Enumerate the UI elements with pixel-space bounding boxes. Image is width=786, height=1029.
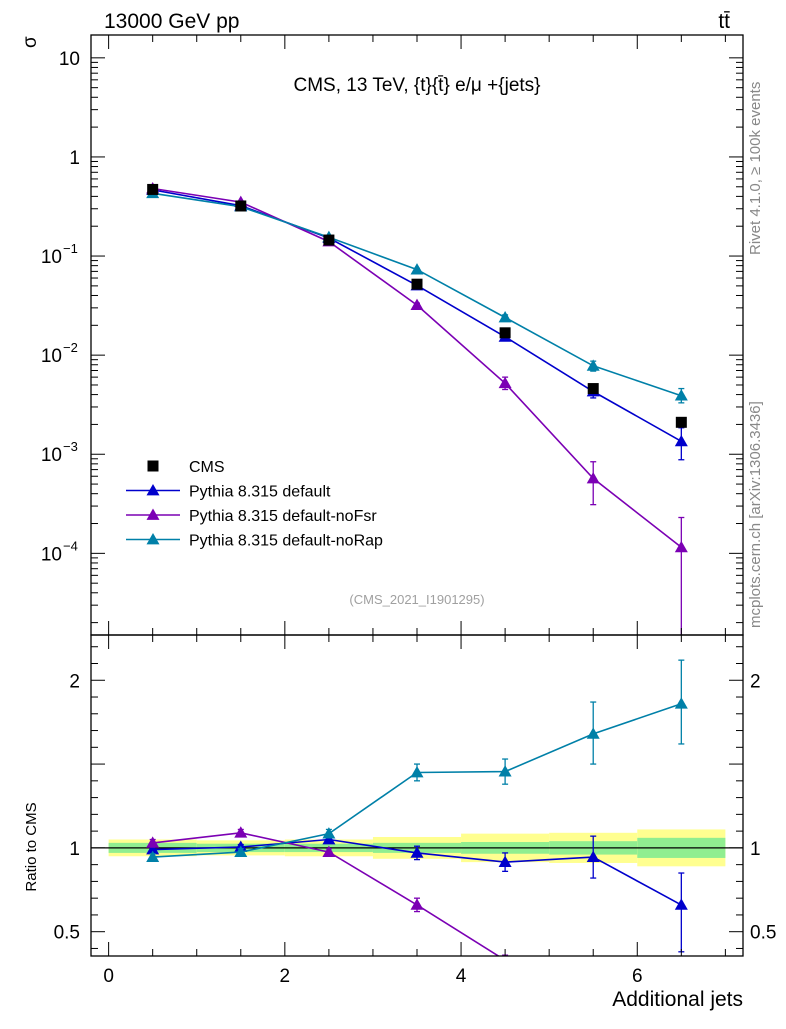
collision-label: 13000 GeV pp	[104, 10, 239, 33]
legend-marker-data	[147, 460, 159, 472]
main-series-2	[146, 186, 688, 404]
data-point-0	[147, 183, 159, 195]
main-ytick-exp-3: −2	[63, 340, 78, 355]
data-point-2	[323, 234, 335, 246]
ratio-series-2	[146, 659, 688, 862]
legend-label-data: CMS	[189, 459, 225, 476]
main-point-2-4	[498, 310, 512, 323]
ratio-point-2-5	[586, 727, 600, 739]
ratio-xtick-label-0: 0	[103, 966, 114, 987]
ratio-xtick-label-2: 4	[456, 966, 467, 987]
ratio-point-1-1	[234, 826, 248, 838]
main-ytick-label-5: 10	[41, 544, 62, 565]
ratio-ytick-label-right-0: 2	[750, 671, 761, 692]
ratio-ytick-label-1: 1	[69, 839, 80, 860]
ratio-xtick-label-3: 6	[632, 966, 643, 987]
ratio-ytick-label-right-1: 1	[750, 839, 761, 860]
legend-label-2: Pythia 8.315 default-noRap	[189, 533, 383, 550]
main-point-1-5	[586, 471, 600, 484]
main-point-2-3	[410, 263, 424, 275]
main-ytick-label-2: 10	[41, 247, 62, 268]
ratio-point-2-2	[322, 827, 336, 839]
ratio-point-0-0	[146, 843, 160, 855]
legend: CMS Pythia 8.315 default Pythia 8.315 defa…	[126, 459, 383, 550]
main-ytick-exp-2: −1	[63, 241, 78, 256]
main-ytick-exp-4: −3	[63, 439, 78, 454]
main-point-1-4	[498, 376, 512, 389]
ratio-panel: 2 2 1 1 0.5 0.5 0 2 4 6 Ratio to CMS Additional j…	[23, 634, 776, 1011]
main-ytick-exp-5: −4	[63, 538, 78, 553]
main-title: CMS, 13 TeV, {t}{t̄} e/μ +{jets}	[293, 75, 540, 96]
legend-marker-2	[146, 533, 160, 545]
data-point-3	[411, 278, 423, 290]
main-ytick-label-3: 10	[41, 346, 62, 367]
ratio-point-2-4	[498, 765, 512, 777]
mcplots-label: mcplots.cern.ch [arXiv:1306.3436]	[747, 401, 764, 628]
data-point-6	[675, 416, 687, 428]
ratio-y-axis-label: Ratio to CMS	[23, 802, 40, 891]
ratio-point-1-3	[410, 898, 424, 910]
main-y-axis-label: σ	[20, 36, 41, 48]
data-point-4	[499, 327, 511, 339]
ratio-point-1-2	[322, 845, 336, 857]
ratio-point-0-2	[322, 833, 336, 845]
main-ytick-label-1: 1	[69, 148, 80, 169]
ratio-series-1	[146, 826, 509, 956]
data-point-5	[587, 383, 599, 395]
ratio-point-0-5	[586, 850, 600, 862]
ratio-ytick-label-2: 0.5	[54, 923, 80, 944]
ratio-ytick-label-0: 2	[69, 671, 80, 692]
main-point-1-3	[410, 298, 424, 310]
main-series-1	[146, 182, 688, 635]
ratio-point-0-3	[410, 846, 424, 858]
main-point-0-6	[674, 434, 688, 447]
legend-marker-0	[146, 484, 160, 496]
main-data-series	[147, 183, 687, 428]
main-series-0	[146, 183, 688, 461]
analysis-watermark: (CMS_2021_I1901295)	[349, 592, 484, 607]
ratio-point-1-0	[146, 836, 160, 848]
process-label: tt̄	[718, 10, 730, 33]
rivet-version-label: Rivet 4.1.0, ≥ 100k events	[747, 82, 764, 255]
ratio-point-2-1	[234, 845, 248, 857]
ratio-point-0-6	[674, 898, 688, 910]
ratio-point-2-3	[410, 765, 424, 778]
main-point-2-6	[674, 389, 688, 401]
main-line-0	[152, 189, 682, 442]
data-point-1	[235, 200, 247, 212]
legend-label-0: Pythia 8.315 default	[189, 484, 331, 501]
x-axis-label: Additional jets	[612, 988, 743, 1011]
legend-marker-1	[146, 508, 160, 520]
legend-label-1: Pythia 8.315 default-noFsr	[189, 508, 377, 525]
ratio-point-2-6	[674, 697, 688, 709]
ratio-series-group	[146, 659, 688, 956]
main-point-1-6	[674, 540, 688, 553]
main-point-2-5	[586, 359, 600, 371]
main-line-2	[152, 192, 682, 397]
ratio-point-0-4	[498, 855, 512, 868]
main-ytick-label-0: 10	[59, 49, 80, 70]
ratio-point-2-0	[146, 850, 160, 862]
main-ytick-label-4: 10	[41, 445, 62, 466]
ratio-xtick-label-1: 2	[280, 966, 291, 987]
ratio-ytick-label-right-2: 0.5	[750, 923, 776, 944]
